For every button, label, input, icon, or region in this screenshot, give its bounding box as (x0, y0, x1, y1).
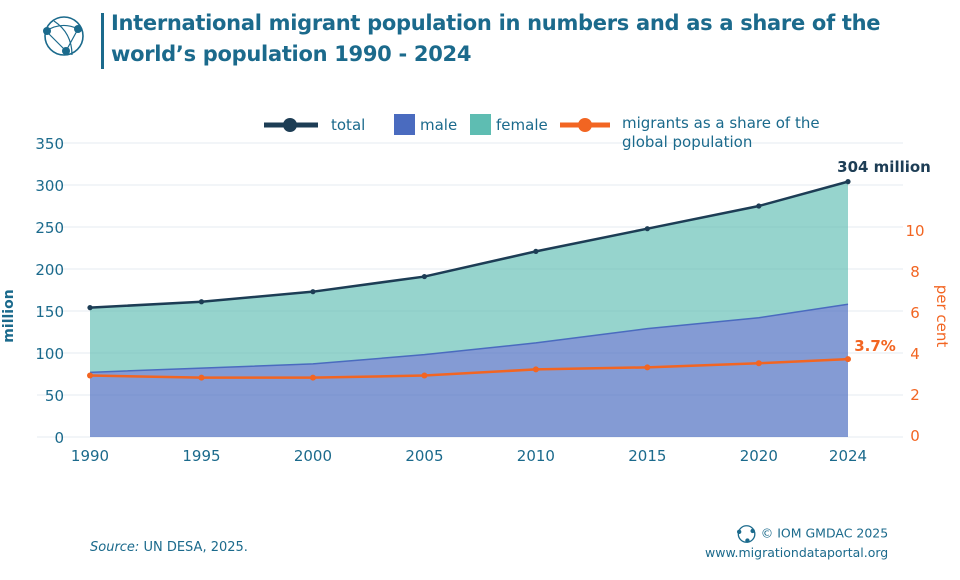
y-axis-title: million (1, 289, 17, 342)
total-point (756, 203, 762, 209)
total-point (533, 248, 539, 254)
y2-tick-label: 2 (910, 386, 920, 404)
legend-total-label: total (331, 116, 365, 134)
y2-axis-title: per cent (933, 285, 951, 348)
share-annotation: 3.7% (854, 337, 896, 355)
legend-share-label-line2: global population (622, 133, 752, 151)
share-point (198, 374, 205, 381)
male-line (89, 303, 849, 374)
x-tick-label: 1990 (71, 447, 109, 465)
legend-male-swatch (394, 114, 415, 135)
gmdac-small-logo-icon (736, 525, 756, 543)
website-link[interactable]: www.migrationdataportal.org (705, 545, 889, 560)
y-tick-label: 0 (54, 429, 64, 447)
female-area (90, 181, 848, 373)
credit: © IOM GMDAC 2025 www.migrationdataportal… (705, 524, 888, 561)
y2-tick-label: 0 (910, 427, 920, 445)
legend-male-label: male (420, 116, 457, 134)
x-tick-label: 2010 (517, 447, 555, 465)
total-line (89, 180, 849, 309)
share-point (755, 360, 762, 367)
source-note: Source: UN DESA, 2025. (90, 540, 248, 555)
total-point (310, 289, 316, 295)
legend-female-label: female (496, 116, 548, 134)
x-tick-label: 2005 (405, 447, 443, 465)
gmdac-logo-icon (43, 16, 84, 56)
share-point (87, 372, 93, 379)
y-tick-label: 350 (35, 135, 64, 153)
chart: 0 50 100 150 200 250 300 350 0 2 4 6 8 10 1990 1995 2000… (1, 114, 951, 465)
page-title: International migrant population in numb… (111, 11, 881, 66)
total-point (87, 305, 93, 311)
y-tick-label: 50 (45, 387, 64, 405)
y2-tick-label: 10 (905, 222, 924, 240)
total-point (644, 226, 650, 232)
legend-female-swatch (470, 114, 491, 135)
x-tick-label: 1995 (182, 447, 220, 465)
share-point (309, 374, 316, 381)
source-text: UN DESA, 2025. (139, 540, 248, 555)
share-point (845, 356, 851, 363)
legend-share-marker (578, 118, 592, 132)
total-annotation: 304 million (837, 158, 931, 176)
title-divider (101, 13, 104, 69)
share-point (421, 372, 428, 379)
x-tick-label: 2020 (740, 447, 778, 465)
share-line (89, 357, 849, 379)
y2-tick-label: 4 (910, 345, 920, 363)
total-point (198, 299, 205, 305)
total-point (845, 179, 851, 185)
share-point (644, 364, 651, 371)
source-label: Source: (90, 540, 140, 555)
share-point (532, 366, 539, 373)
male-area (90, 304, 848, 437)
y-tick-label: 200 (35, 261, 64, 279)
y-tick-label: 300 (35, 177, 64, 195)
x-tick-label: 2024 (829, 447, 867, 465)
copyright: © IOM GMDAC 2025 (760, 525, 889, 541)
y-tick-label: 250 (35, 219, 64, 237)
y2-tick-label: 6 (910, 304, 920, 322)
x-tick-label: 2015 (628, 447, 666, 465)
y-tick-label: 100 (35, 345, 64, 363)
y2-tick-label: 8 (910, 263, 920, 281)
legend-share-label-line1: migrants as a share of the (622, 114, 820, 132)
y-tick-label: 150 (35, 303, 64, 321)
total-point (421, 273, 428, 280)
legend-total-marker (283, 118, 297, 132)
x-tick-label: 2000 (294, 447, 332, 465)
